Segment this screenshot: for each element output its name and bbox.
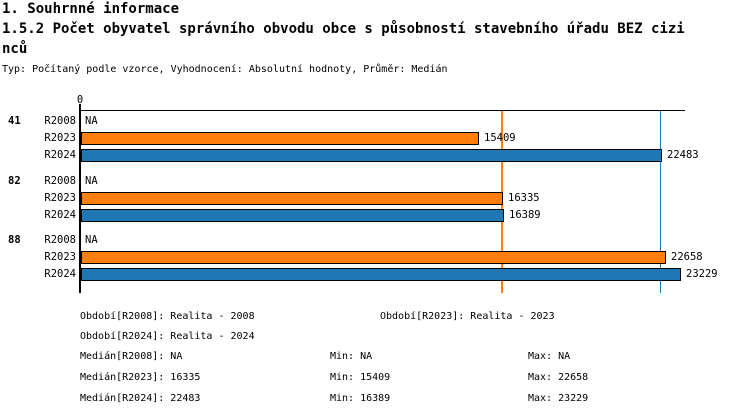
value-label-41-R2024: 22483	[667, 149, 699, 161]
legend-stats-0-0: Medián[R2008]: NA	[80, 351, 183, 362]
legend-period-0-0: Období[R2008]: Realita - 2008	[80, 311, 255, 322]
row-label-88-R2024: R2024	[44, 268, 76, 280]
bar-82-R2024	[81, 208, 504, 222]
legend-stats-2-1: Min: 16389	[330, 393, 391, 404]
axis-tick	[79, 104, 81, 110]
na-label-88-R2008: NA	[85, 234, 98, 246]
bar-88-R2023	[81, 251, 666, 264]
legend-period-1-0: Období[R2024]: Realita - 2024	[80, 331, 255, 342]
axis-top-line	[80, 110, 685, 111]
row-label-82-R2024: R2024	[44, 208, 76, 221]
group-label-88: 88	[8, 234, 21, 246]
na-label-82-R2008: NA	[85, 174, 98, 187]
value-label-88-R2023: 22658	[671, 251, 703, 263]
bar-41-R2023	[81, 132, 479, 145]
group-label-41: 41	[8, 115, 21, 127]
legend-stats-1-1: Min: 15409	[330, 372, 391, 383]
row-label-41-R2023: R2023	[44, 132, 76, 144]
legend-stats-0-1: Min: NA	[330, 351, 373, 362]
chart-subtitle: 1.5.2 Počet obyvatel správního obvodu ob…	[2, 21, 685, 57]
value-label-41-R2023: 15409	[484, 132, 516, 144]
median-line-median-R2024	[659, 111, 662, 293]
na-label-41-R2008: NA	[85, 115, 98, 127]
row-label-41-R2024: R2024	[44, 149, 76, 161]
row-label-82-R2023: R2023	[44, 191, 76, 204]
legend-stats-2-0: Medián[R2024]: 22483	[80, 393, 201, 404]
row-label-41-R2008: R2008	[44, 115, 76, 127]
axis-zero-label: 0	[76, 94, 84, 106]
legend-stats-0-2: Max: NA	[528, 351, 571, 362]
page-title: 1. Souhrnné informace	[2, 1, 180, 17]
legend-stats-1-0: Medián[R2023]: 16335	[80, 372, 201, 383]
value-label-82-R2023: 16335	[508, 191, 540, 204]
legend-stats-2-2: Max: 23229	[528, 393, 589, 404]
legend-period-0-1: Období[R2023]: Realita - 2023	[380, 311, 555, 322]
bar-82-R2023	[81, 191, 503, 205]
value-label-88-R2024: 23229	[686, 268, 718, 280]
value-label-82-R2024: 16389	[509, 208, 541, 221]
chart-meta: Typ: Počítaný podle vzorce, Vyhodnocení:…	[2, 64, 448, 75]
row-label-88-R2023: R2023	[44, 251, 76, 263]
bar-41-R2024	[81, 149, 662, 162]
row-label-82-R2008: R2008	[44, 174, 76, 187]
group-label-82: 82	[8, 174, 21, 187]
bar-88-R2024	[81, 268, 681, 281]
legend-stats-1-2: Max: 22658	[528, 372, 589, 383]
axis-baseline	[79, 110, 81, 293]
row-label-88-R2008: R2008	[44, 234, 76, 246]
